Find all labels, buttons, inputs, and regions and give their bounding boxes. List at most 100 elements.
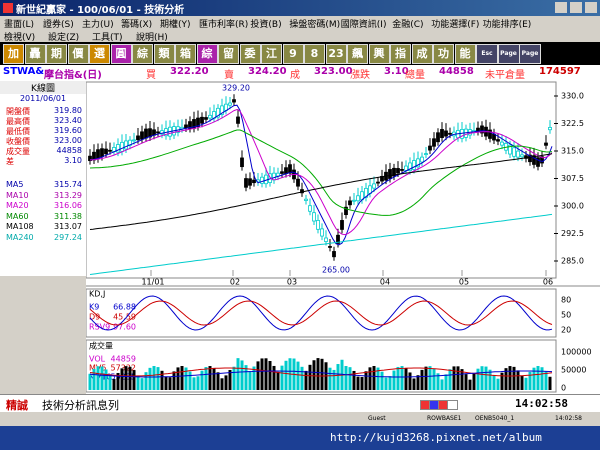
toolbar-button[interactable]: 能 — [454, 44, 476, 64]
toolbar-button[interactable]: 江 — [261, 44, 282, 64]
menu-item[interactable]: 操盤密碼(M) — [289, 20, 341, 30]
candle-body — [372, 183, 376, 189]
volume-bar — [548, 376, 552, 390]
panel-label: 差 — [6, 157, 14, 166]
volume-bar — [296, 361, 300, 390]
toolbar-button[interactable]: 圓 — [110, 44, 132, 64]
menu-item[interactable]: 主力(U) — [82, 20, 114, 30]
volume-bar — [456, 366, 460, 390]
candle-body — [516, 150, 520, 158]
candle-body — [196, 117, 200, 127]
candle-body — [312, 212, 316, 222]
price-axis-label: 307.5 — [561, 174, 584, 183]
candle-body — [104, 148, 108, 155]
volume-bar — [224, 375, 228, 390]
maximize-button[interactable] — [570, 2, 582, 13]
toolbar-button[interactable]: 箱 — [175, 44, 196, 64]
toolbar-button[interactable]: 留 — [218, 44, 239, 64]
menu-item[interactable]: 籌碼(X) — [121, 20, 153, 30]
volume-bar — [252, 366, 256, 390]
volume-bar — [528, 371, 532, 390]
menu-item[interactable]: 工具(T) — [92, 33, 123, 43]
toolbar-button[interactable]: 加 — [3, 44, 24, 64]
menu-item[interactable]: 投資(B) — [250, 20, 282, 30]
d-line — [89, 300, 553, 326]
menu-item[interactable]: 畫面(L) — [4, 20, 35, 30]
toolbar-button[interactable]: 成 — [411, 44, 433, 64]
toolbar-button[interactable]: Page Dn — [519, 44, 541, 64]
volume-bar — [128, 366, 132, 390]
toolbar-button[interactable]: 類 — [153, 44, 175, 64]
menu-item[interactable]: 匯市利率(R) — [199, 20, 249, 30]
toolbar-button[interactable]: 綜 — [132, 44, 153, 64]
candle-body — [252, 179, 256, 184]
menu-item[interactable]: 說明(H) — [136, 33, 168, 43]
toolbar-button[interactable]: 期 — [46, 44, 67, 64]
quote-bar: STWA& 摩台指&(日) 買 322.20 賣 324.20 成 323.00 漲跌 3.10 總… — [0, 65, 600, 81]
volume-bar — [332, 369, 336, 390]
menu-item[interactable]: 證券(S) — [43, 20, 74, 30]
ma-value: 297.24 — [54, 232, 82, 242]
toolbar-button[interactable]: 選 — [89, 44, 110, 64]
toolbar-button[interactable]: 功 — [433, 44, 454, 64]
volume-bar — [160, 370, 164, 390]
volume-bar — [400, 366, 404, 390]
volume-bar — [452, 366, 456, 390]
toolbar-button[interactable]: Esc — [476, 44, 498, 64]
menu-item[interactable]: 檢視(V) — [4, 33, 36, 43]
menu-item[interactable]: 國際資訊(I) — [340, 20, 387, 30]
candle-body — [532, 155, 536, 165]
candle-body — [156, 131, 160, 134]
volume-bar — [196, 376, 200, 390]
volume-bar — [532, 367, 536, 390]
volume-bar — [540, 367, 544, 390]
price-axis-label: 330.0 — [561, 92, 584, 101]
menu-item[interactable]: 期權(Y) — [160, 20, 191, 30]
volume-bar — [328, 367, 332, 390]
ma-label: MA240 — [6, 232, 34, 242]
toolbar-button[interactable]: 興 — [368, 44, 390, 64]
toolbar-button[interactable]: 23 — [325, 44, 347, 64]
panel-label: 最低價 — [6, 127, 30, 136]
toolbar-button[interactable]: 價 — [67, 44, 89, 64]
volume-bar — [280, 365, 284, 390]
menu-item[interactable]: 金融(C) — [392, 20, 424, 30]
candle-body — [220, 105, 224, 115]
menu-item[interactable]: 設定(Z) — [48, 33, 80, 43]
toolbar-button[interactable]: 指 — [390, 44, 411, 64]
toolbar-button[interactable]: Page Up — [497, 44, 520, 64]
candle-body — [548, 127, 552, 131]
volume-bar — [232, 366, 236, 390]
toolbar-button[interactable]: 飆 — [347, 44, 368, 64]
candle-body — [340, 220, 344, 230]
menu-item[interactable]: 功能排序(E) — [482, 20, 532, 30]
toolbar-button[interactable]: 委 — [239, 44, 261, 64]
volume-bar — [544, 371, 548, 390]
menu-item[interactable]: 功能選擇(F) — [431, 20, 480, 30]
toolbar-button[interactable]: 9 — [282, 44, 304, 64]
candle-body — [348, 200, 352, 206]
toolbar-button[interactable]: 8 — [304, 44, 325, 64]
candle-body — [376, 181, 380, 184]
volume-axis-label: 50000 — [561, 366, 586, 375]
toolbar-button[interactable]: 綜 — [196, 44, 218, 64]
volume-bar — [88, 373, 92, 390]
candle-body — [232, 99, 236, 103]
close-button[interactable] — [585, 2, 597, 13]
volume-bar — [176, 367, 180, 390]
ma-label: MA5 — [6, 180, 24, 189]
candle-body — [408, 162, 412, 172]
volume-bar — [180, 366, 184, 390]
status-message: 技術分析訊息列 — [42, 399, 119, 412]
volume-bar — [420, 369, 424, 390]
volume-bar — [200, 370, 204, 390]
toolbar-button[interactable]: 轟 — [24, 44, 46, 64]
volume-bar — [192, 377, 196, 390]
volume-bar — [148, 367, 152, 390]
candle-body — [544, 142, 548, 146]
volume-bar — [108, 374, 112, 390]
quote-label: 賣 — [224, 70, 234, 81]
minimize-button[interactable] — [555, 2, 567, 13]
date-label: 05 — [459, 278, 469, 287]
